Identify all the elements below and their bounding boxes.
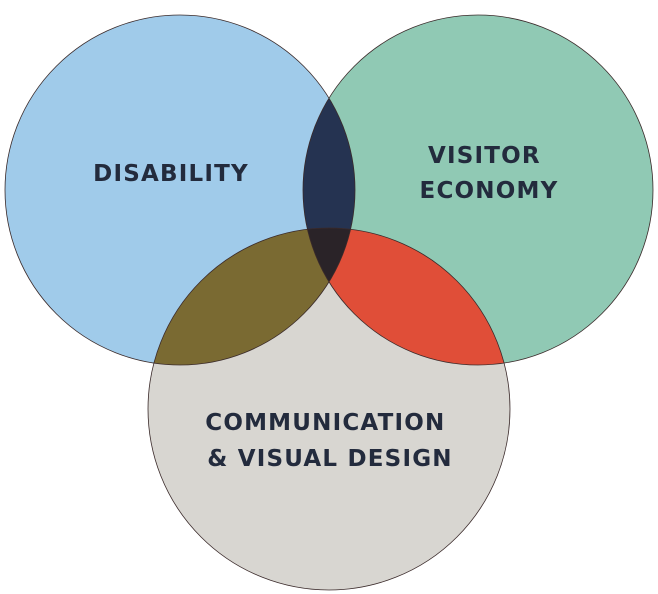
visitor-economy-label: VISITOR ECONOMY [420, 143, 559, 204]
communication-label-line-2: & VISUAL DESIGN [207, 446, 452, 472]
visitor-economy-label-line-1: VISITOR [428, 143, 541, 169]
communication-outline [147, 227, 511, 591]
disability-communication-overlap [148, 228, 355, 365]
disability-label-line-1: DISABILITY [93, 161, 249, 187]
visitor-communication-overlap [303, 228, 510, 365]
visitor-economy-label-line-2: ECONOMY [420, 178, 559, 204]
visitor-economy-outline [302, 14, 654, 366]
communication-label: COMMUNICATION & VISUAL DESIGN [205, 410, 454, 472]
disability-label: DISABILITY [93, 161, 249, 187]
communication-label-line-1: COMMUNICATION [205, 410, 445, 436]
disability-outline [4, 14, 356, 366]
